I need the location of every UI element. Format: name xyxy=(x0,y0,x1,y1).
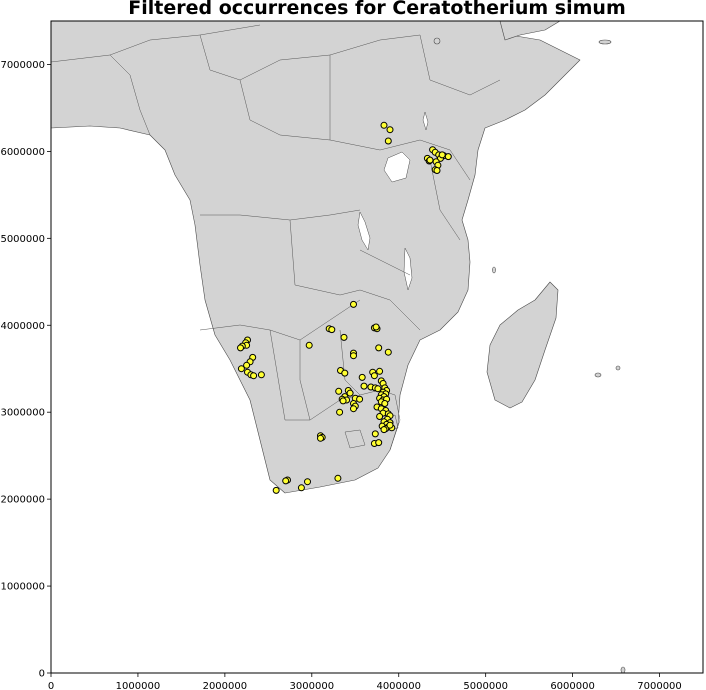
y-tick-label: 1000000 xyxy=(0,582,45,593)
occurrence-point xyxy=(386,126,394,134)
lake-tanganyika xyxy=(357,211,371,251)
occurrence-point xyxy=(340,333,348,341)
occurrence-point xyxy=(386,421,394,429)
island xyxy=(433,37,441,45)
occurrence-point xyxy=(375,344,383,352)
chart-title: Filtered occurrences for Ceratotherium s… xyxy=(128,0,626,19)
occurrence-point xyxy=(374,385,382,393)
occurrence-point xyxy=(371,430,379,438)
y-tick-label: 3000000 xyxy=(0,408,45,419)
occurrence-point xyxy=(328,326,336,334)
y-tick-label: 4000000 xyxy=(0,321,45,332)
occurrence-point xyxy=(272,486,280,494)
occurrence-point xyxy=(380,121,388,129)
y-tick-label: 6000000 xyxy=(0,147,45,158)
occurrence-point xyxy=(426,156,434,164)
y-tick-label: 0 xyxy=(39,669,45,680)
occurrence-point xyxy=(375,439,383,447)
lake-victoria xyxy=(383,151,411,183)
occurrence-point xyxy=(350,300,357,308)
occurrence-point xyxy=(304,478,311,486)
madagascar xyxy=(486,281,559,409)
occurrence-point xyxy=(243,361,251,369)
occurrence-point xyxy=(257,371,265,379)
occurrence-point xyxy=(380,426,388,434)
occurrence-point xyxy=(297,484,305,492)
lake-turkana xyxy=(422,111,429,131)
y-tick-label: 2000000 xyxy=(0,495,45,506)
lakes-layer xyxy=(357,111,429,291)
occurrence-point xyxy=(356,395,364,403)
axes-frame xyxy=(50,20,704,674)
occurrence-point xyxy=(376,367,384,375)
y-axis: 0 1000000 2000000 3000000 4000000 5000000 6000… xyxy=(0,60,51,680)
island xyxy=(615,365,621,371)
x-axis: 0 1000000 2000000 3000000 4000000 5000000 6000… xyxy=(48,673,682,690)
x-tick-label: 2000000 xyxy=(203,681,248,690)
occurrence-point xyxy=(317,434,324,442)
occurrence-point xyxy=(384,137,392,145)
y-tick-label: 7000000 xyxy=(0,60,45,71)
africa-landmass xyxy=(50,20,581,494)
occurrence-point xyxy=(237,365,245,373)
y-tick-label: 5000000 xyxy=(0,234,45,245)
occurrence-point xyxy=(335,387,343,395)
x-tick-label: 3000000 xyxy=(290,681,335,690)
occurrence-point xyxy=(360,382,368,390)
occurrence-point xyxy=(341,369,349,377)
occurrence-point xyxy=(376,413,384,420)
x-tick-label: 6000000 xyxy=(550,681,595,690)
land-layer xyxy=(50,20,626,674)
island xyxy=(492,266,496,274)
occurrence-point xyxy=(438,151,446,159)
x-tick-label: 0 xyxy=(48,681,54,690)
x-tick-label: 7000000 xyxy=(637,681,682,690)
island xyxy=(598,39,612,45)
occurrence-point xyxy=(305,341,313,349)
x-tick-label: 5000000 xyxy=(463,681,508,690)
occurrence-points xyxy=(237,121,452,494)
x-tick-label: 1000000 xyxy=(116,681,161,690)
island xyxy=(594,372,602,378)
occurrence-point xyxy=(384,348,392,356)
lake-malawi xyxy=(403,247,413,291)
occurrence-point xyxy=(444,153,452,161)
occurrence-point xyxy=(282,477,290,485)
occurrence-point xyxy=(237,344,244,352)
occurrence-point xyxy=(350,405,357,413)
occurrence-point xyxy=(334,474,342,482)
occurrence-point xyxy=(370,372,378,380)
country-borders xyxy=(50,24,501,451)
x-tick-label: 4000000 xyxy=(376,681,421,690)
occurrence-point xyxy=(250,372,258,380)
occurrence-point xyxy=(358,373,366,381)
occurrence-point xyxy=(372,323,380,331)
occurrence-point xyxy=(433,167,441,174)
occurrence-point xyxy=(339,397,347,405)
occurrence-point xyxy=(336,408,344,416)
occurrence-point xyxy=(350,352,357,360)
occurrence-point xyxy=(346,389,354,397)
island xyxy=(620,666,626,674)
occurrence-point xyxy=(381,400,389,407)
